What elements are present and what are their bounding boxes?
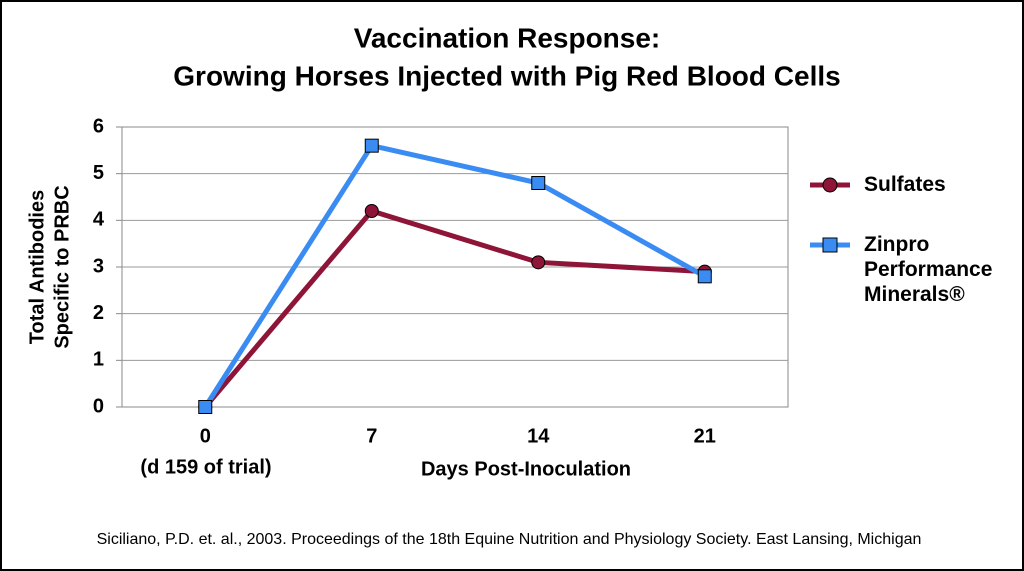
y-tick-label: 1	[93, 349, 104, 371]
y-tick-label: 6	[93, 115, 104, 137]
marker	[531, 255, 546, 270]
x-tick-label: 21	[694, 425, 716, 447]
marker	[364, 138, 379, 153]
source: Siciliano, P.D. et. al., 2003. Proceedin…	[97, 531, 922, 548]
marker	[531, 176, 546, 190]
y-axis-label: Total Antibodies	[26, 190, 48, 344]
chart-title: Vaccination Response:	[354, 22, 661, 53]
y-axis-label: Specific to PRBC	[51, 185, 73, 348]
series-line	[203, 142, 706, 409]
chart-title: Growing Horses Injected with Pig Red Blo…	[173, 60, 840, 91]
marker	[364, 204, 379, 218]
legend-marker	[822, 177, 838, 193]
x-tick-label: 14	[527, 425, 550, 447]
legend-label: Zinpro Performance Minerals®	[864, 233, 993, 306]
marker	[697, 269, 712, 284]
x-tick-label: 0	[200, 425, 211, 447]
y-tick-label: 2	[93, 302, 104, 324]
x-axis-label: Days Post-Inoculation	[421, 458, 631, 480]
y-tick-label: 3	[93, 255, 104, 277]
x-annotation: (d 159 of trial)	[140, 456, 271, 478]
y-tick-label: 0	[93, 395, 104, 417]
series-line	[203, 208, 705, 409]
x-tick-label: 7	[366, 425, 377, 447]
y-tick-label: 4	[93, 209, 105, 231]
y-tick-label: 5	[93, 162, 104, 184]
legend-marker	[822, 237, 838, 253]
legend-label: Sulfates	[864, 173, 946, 196]
marker	[198, 400, 213, 414]
